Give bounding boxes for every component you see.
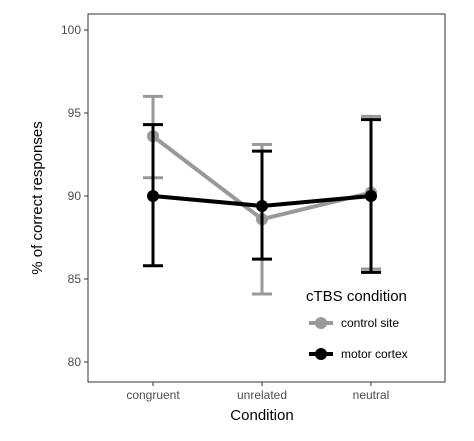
plot-panel-border — [87, 13, 446, 383]
y-axis-title: % of correct responses — [29, 121, 46, 274]
x-tick-label: neutral — [353, 388, 390, 402]
data-point — [147, 190, 159, 202]
data-point — [365, 190, 377, 202]
series-motor-cortex — [143, 118, 381, 274]
data-point — [256, 199, 268, 212]
y-axis: 80 85 90 95 100 — [61, 23, 88, 369]
legend-label: control site — [341, 316, 399, 330]
series-layer — [143, 94, 381, 296]
x-axis: congruent unrelated neutral — [126, 382, 389, 402]
y-tick-label: 90 — [68, 189, 82, 203]
y-tick-label: 80 — [68, 355, 82, 369]
x-axis-title: Condition — [230, 407, 293, 424]
x-tick-label: congruent — [126, 388, 180, 402]
legend-key-point — [315, 348, 327, 360]
legend: cTBS condition control site motor cortex — [306, 288, 408, 361]
x-tick-label: unrelated — [237, 388, 287, 402]
y-tick-label: 85 — [68, 272, 82, 286]
legend-label: motor cortex — [341, 347, 408, 361]
legend-key-point — [315, 317, 327, 329]
y-tick-label: 95 — [68, 106, 82, 120]
legend-title: cTBS condition — [306, 288, 407, 305]
y-tick-label: 100 — [61, 23, 81, 37]
